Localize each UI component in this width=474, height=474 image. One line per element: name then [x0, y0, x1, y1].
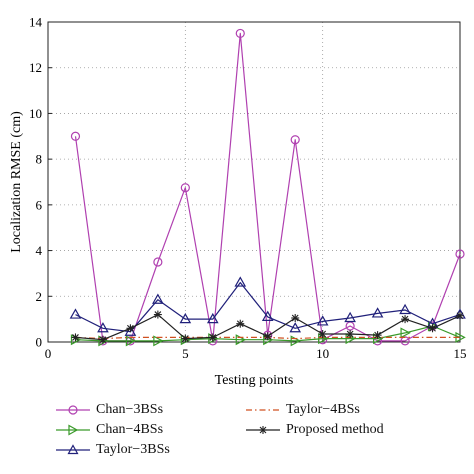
legend: Chan−3BSs Chan−4BSs Taylor−3BSs Taylor−4… [50, 396, 450, 462]
series-proposed-method [71, 310, 464, 344]
x-tick-label: 15 [454, 346, 467, 361]
data-point-taylor-3bss [69, 308, 82, 319]
axis-ticks: 0 5 10 15 0 2 4 6 8 10 12 14 [29, 15, 467, 362]
data-point-taylor-3bss [371, 307, 384, 318]
x-tick-label: 0 [45, 346, 52, 361]
y-tick-label: 4 [36, 243, 43, 258]
legend-label: Taylor−4BSs [286, 402, 360, 417]
data-point-proposed-method [401, 315, 410, 324]
legend-item-proposed-method: Proposed method [246, 420, 384, 440]
data-point-taylor-3bss [152, 293, 164, 304]
data-point-chan-3bss [70, 131, 81, 141]
legend-label: Proposed method [286, 422, 384, 437]
legend-swatch-chan-3bss [56, 405, 90, 415]
data-point-taylor-3bss [289, 322, 302, 333]
data-point-chan-4bss [153, 335, 164, 347]
legend-item-chan-3bss: Chan−3BSs [56, 400, 163, 420]
data-point-taylor-3bss [206, 312, 219, 324]
data-point-proposed-method [71, 333, 80, 342]
legend-label: Taylor−3BSs [96, 442, 170, 457]
data-point-taylor-3bss [344, 311, 356, 323]
series-line-taylor-3bss [75, 282, 461, 333]
data-point-taylor-3bss [234, 276, 247, 287]
y-tick-label: 2 [36, 289, 43, 304]
data-point-chan-3bss [180, 183, 190, 193]
y-axis-label: Localization RMSE (cm) [9, 111, 24, 253]
x-tick-label: 10 [316, 346, 329, 361]
data-point-proposed-method [346, 330, 355, 338]
data-point-chan-3bss [235, 28, 245, 39]
data-point-chan-3bss [153, 257, 163, 267]
data-point-taylor-3bss [261, 310, 274, 321]
data-point-proposed-method [263, 332, 272, 341]
data-point-chan-4bss [400, 327, 411, 339]
y-tick-label: 10 [29, 106, 42, 121]
legend-item-taylor-3bss: Taylor−3BSs [56, 440, 170, 460]
data-point-chan-4bss [125, 335, 137, 347]
data-point-proposed-method [291, 314, 300, 322]
data-point-proposed-method [208, 333, 217, 342]
data-point-proposed-method [98, 335, 107, 344]
y-tick-label: 8 [36, 152, 43, 167]
y-tick-label: 12 [29, 60, 42, 75]
data-point-proposed-method [236, 319, 245, 328]
data-point-taylor-3bss [97, 322, 109, 333]
data-point-proposed-method [456, 311, 464, 320]
data-point-chan-3bss [455, 249, 465, 259]
data-point-proposed-method [428, 324, 437, 333]
legend-swatch-taylor-3bss [56, 444, 90, 455]
data-point-proposed-method [318, 330, 327, 338]
y-tick-label: 6 [36, 197, 43, 212]
data-point-proposed-method [181, 334, 190, 343]
legend-swatch-taylor-4bss [246, 409, 280, 411]
data-point-chan-3bss [290, 135, 300, 145]
y-tick-label: 14 [29, 15, 43, 30]
data-point-taylor-3bss [399, 303, 411, 315]
grid [48, 22, 460, 342]
series-taylor-3bss [69, 276, 466, 336]
plot-frame [47, 21, 461, 343]
data-point-proposed-method [126, 324, 135, 333]
x-axis-label: Testing points [215, 373, 294, 388]
legend-item-taylor-4bss: Taylor−4BSs [246, 400, 360, 420]
data-point-taylor-3bss [316, 315, 329, 326]
legend-swatch-proposed-method [246, 426, 280, 434]
data-point-taylor-3bss [179, 312, 192, 324]
data-point-proposed-method [373, 331, 382, 340]
x-tick-label: 5 [182, 346, 189, 361]
legend-item-chan-4bss: Chan−4BSs [56, 420, 163, 440]
series-group [69, 28, 466, 347]
y-tick-label: 0 [36, 335, 43, 350]
data-point-proposed-method [153, 310, 162, 319]
legend-label: Chan−4BSs [96, 422, 164, 437]
legend-swatch-chan-4bss [56, 424, 90, 436]
legend-label: Chan−3BSs [96, 402, 164, 417]
